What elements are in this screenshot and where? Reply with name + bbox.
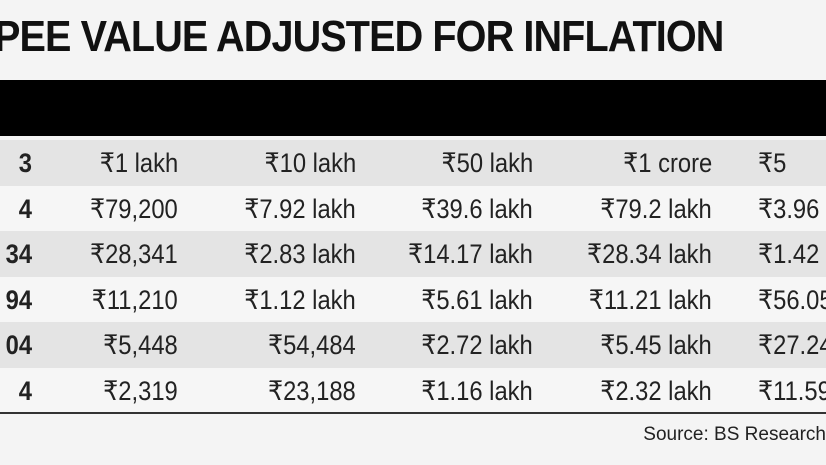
table-cell: ₹10 lakh <box>264 148 356 178</box>
table-cell: ₹5,448 <box>103 330 178 360</box>
table-cell: ₹1.16 lakh <box>421 375 533 406</box>
table-cell: 4 <box>18 375 32 406</box>
table-cell: ₹79.2 lakh <box>600 193 712 224</box>
table-cell: 4 <box>18 193 32 224</box>
table-cell: ₹28.34 lakh <box>587 239 712 269</box>
table-cell: 94 <box>5 284 32 315</box>
table-cell: ₹5.61 lakh <box>421 284 533 315</box>
table-cell: ₹1 lakh <box>99 148 178 178</box>
table-cell: ₹11,210 <box>91 284 178 315</box>
table-cell: ₹5.45 lakh <box>600 330 712 360</box>
source: Source: BS Research <box>643 424 826 445</box>
table-cell: ₹56.05 <box>758 284 826 315</box>
table-row: 4 ₹79,200 ₹7.92 lakh ₹39.6 lakh ₹79.2 lakh ₹3… <box>0 185 826 232</box>
table-cell: 3 <box>18 148 32 178</box>
table-cell: ₹28,341 <box>90 239 178 269</box>
table-cell: ₹2.72 lakh <box>421 330 533 360</box>
table-cell: ₹11.59 <box>758 375 826 406</box>
table-cell: ₹11.21 lakh <box>588 284 712 315</box>
table-cell: 34 <box>5 239 32 269</box>
table-cell: 04 <box>5 330 32 360</box>
table-row: 4 ₹2,319 ₹23,188 ₹1.16 lakh ₹2.32 lakh ₹11.59 <box>0 367 826 414</box>
table-cell: ₹1.42 <box>758 239 820 269</box>
table-cell: ₹14.17 lakh <box>408 239 533 269</box>
table-row: 94 ₹11,210 ₹1.12 lakh ₹5.61 lakh ₹11.21 lakh… <box>0 276 826 323</box>
table-cell: ₹50 lakh <box>441 148 533 178</box>
table-cell: ₹79,200 <box>90 193 178 224</box>
table-cell: ₹23,188 <box>268 375 356 406</box>
table-cell: ₹2.83 lakh <box>244 239 356 269</box>
table-cell: ₹3.96 <box>758 193 820 224</box>
rule <box>0 412 826 414</box>
table-cell: ₹39.6 lakh <box>421 193 533 224</box>
table-cell: ₹2,319 <box>103 375 178 406</box>
table-cell: ₹27.24 <box>758 330 826 360</box>
table-row: 04 ₹5,448 ₹54,484 ₹2.72 lakh ₹5.45 lakh ₹27.2… <box>0 322 826 368</box>
table-cell: ₹1.12 lakh <box>244 284 356 315</box>
table-cell: ₹5 <box>758 148 787 178</box>
table-cell: ₹54,484 <box>268 330 356 360</box>
table-row: 3 ₹1 lakh ₹10 lakh ₹50 lakh ₹1 crore ₹5 <box>0 140 826 186</box>
table-cell: ₹7.92 lakh <box>244 193 356 224</box>
table-row: 34 ₹28,341 ₹2.83 lakh ₹14.17 lakh ₹28.34 lak… <box>0 231 826 277</box>
header-bar <box>0 80 826 136</box>
table-cell: ₹1 crore <box>622 148 712 178</box>
table-cell: ₹2.32 lakh <box>600 375 712 406</box>
title: PEE VALUE ADJUSTED FOR INFLATION <box>0 12 724 61</box>
